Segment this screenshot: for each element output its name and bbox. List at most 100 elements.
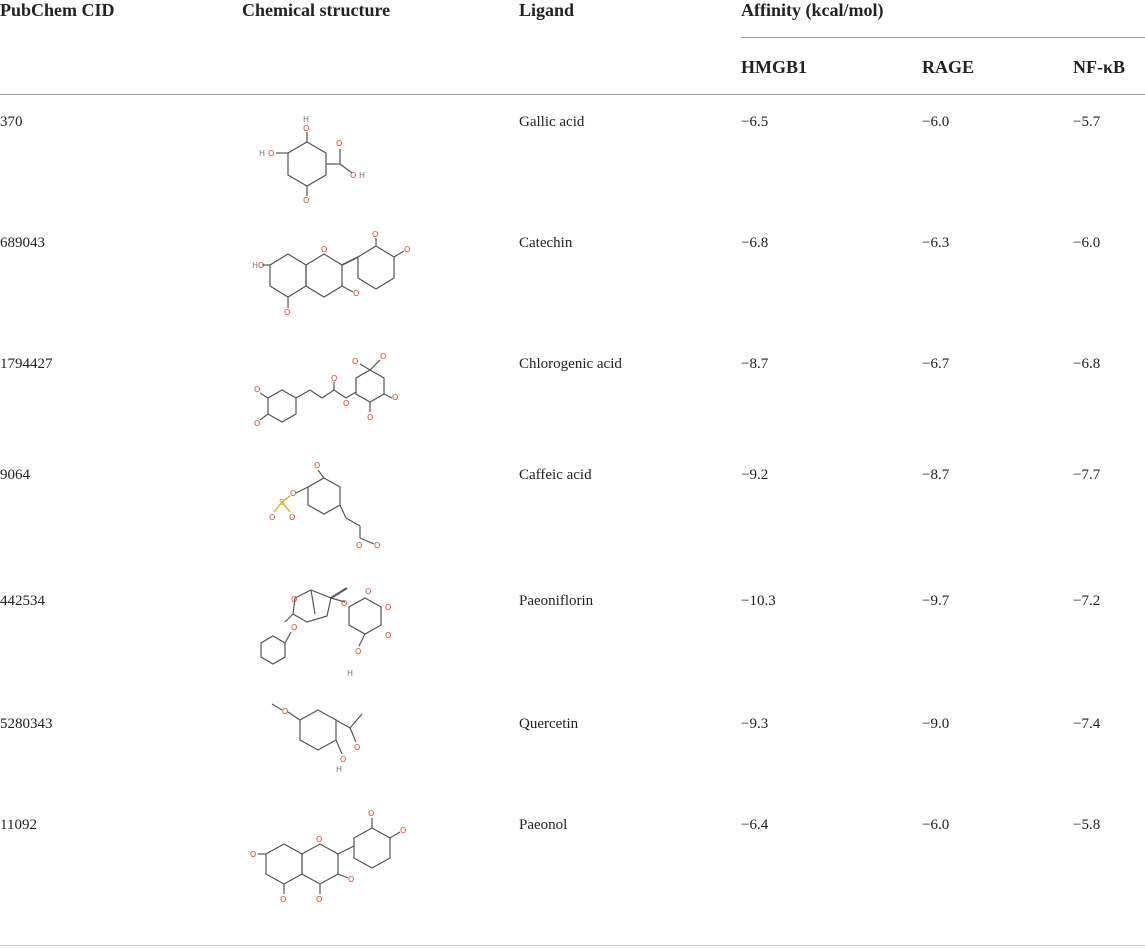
- header-ligand: Ligand: [519, 0, 575, 20]
- paeonol-structure: O O O O O O O: [250, 806, 416, 906]
- nfkb-cell: −5.7: [1073, 114, 1101, 130]
- oxygen-atom-label: O: [290, 489, 296, 498]
- oxygen-atom-label: O: [258, 261, 264, 270]
- rage-cell: −6.0: [922, 817, 950, 833]
- oxygen-atom-label: O: [348, 875, 354, 884]
- oxygen-atom-label: O: [280, 895, 286, 904]
- oxygen-atom-label: O: [353, 289, 359, 298]
- ligand-cell: Chlorogenic acid: [519, 356, 622, 372]
- hmgb1-cell: −6.5: [741, 114, 769, 130]
- header-hmgb1: HMGB1: [741, 57, 807, 77]
- header-affinity: Affinity (kcal/mol): [741, 0, 884, 20]
- nfkb-cell: −6.8: [1073, 356, 1101, 372]
- ligand-cell: Caffeic acid: [519, 467, 592, 483]
- table-bottom-rule: [0, 945, 1145, 946]
- affinity-subheader-rule: [741, 37, 1145, 38]
- oxygen-atom-label: O: [355, 647, 361, 656]
- nfkb-cell: −5.8: [1073, 817, 1101, 833]
- oxygen-atom-label: O: [340, 755, 346, 764]
- gallic-acid-structure: O O H O H O H O: [259, 115, 372, 205]
- rage-cell: −6.7: [922, 356, 950, 372]
- oxygen-atom-label: O: [341, 599, 347, 608]
- hmgb1-cell: −9.2: [741, 467, 769, 483]
- oxygen-atom-label: O: [392, 393, 398, 402]
- oxygen-atom-label: O: [314, 461, 320, 470]
- oxygen-atom-label: O: [400, 826, 406, 835]
- oxygen-atom-label: O: [404, 245, 410, 254]
- cid-cell: 370: [0, 114, 23, 130]
- hmgb1-cell: −10.3: [741, 593, 776, 609]
- chlorogenic-acid-structure: O O O O O O O O: [252, 352, 402, 432]
- header-nfkb: NF-κB: [1073, 57, 1125, 77]
- oxygen-atom-label: O: [289, 513, 295, 522]
- rage-cell: −6.3: [922, 235, 950, 251]
- oxygen-atom-label: O: [385, 631, 391, 640]
- hmgb1-cell: −6.4: [741, 817, 769, 833]
- hydrogen-atom-label: H: [336, 765, 342, 774]
- oxygen-atom-label: O: [367, 413, 373, 422]
- oxygen-atom-label: O: [316, 835, 322, 844]
- header-bottom-rule: [0, 94, 1145, 95]
- nfkb-cell: −6.0: [1073, 235, 1101, 251]
- hmgb1-cell: −6.8: [741, 235, 769, 251]
- oxygen-atom-label: O: [303, 196, 309, 205]
- cid-cell: 1794427: [0, 356, 53, 372]
- header-rage: RAGE: [922, 57, 975, 77]
- oxygen-atom-label: O: [268, 149, 274, 158]
- hydrogen-atom-label: H: [252, 261, 258, 270]
- rage-cell: −6.0: [922, 114, 950, 130]
- oxygen-atom-label: O: [374, 541, 380, 550]
- oxygen-atom-label: O: [352, 357, 358, 366]
- hydrogen-atom-label: H: [347, 669, 353, 678]
- oxygen-atom-label: O: [282, 707, 288, 716]
- cid-cell: 5280343: [0, 716, 53, 732]
- oxygen-atom-label: O: [385, 603, 391, 612]
- caffeic-acid-structure: O O S O O O O: [262, 460, 392, 554]
- oxygen-atom-label: O: [254, 419, 260, 428]
- nfkb-cell: −7.7: [1073, 467, 1101, 483]
- hydrogen-atom-label: H: [359, 171, 365, 180]
- oxygen-atom-label: O: [368, 809, 374, 818]
- oxygen-atom-label: O: [365, 587, 371, 596]
- oxygen-atom-label: O: [331, 374, 337, 383]
- oxygen-atom-label: O: [354, 743, 360, 752]
- oxygen-atom-label: O: [343, 399, 349, 408]
- oxygen-atom-label: O: [316, 895, 322, 904]
- hmgb1-cell: −8.7: [741, 356, 769, 372]
- rage-cell: −8.7: [922, 467, 950, 483]
- oxygen-atom-label: O: [380, 352, 386, 361]
- header-chemical-structure: Chemical structure: [242, 0, 391, 20]
- oxygen-atom-label: O: [321, 245, 327, 254]
- hmgb1-cell: −9.3: [741, 716, 769, 732]
- rage-cell: −9.0: [922, 716, 950, 732]
- oxygen-atom-label: O: [303, 124, 309, 133]
- oxygen-atom-label: O: [350, 171, 356, 180]
- cid-cell: 442534: [0, 593, 45, 609]
- ligand-cell: Paeoniflorin: [519, 593, 594, 609]
- ligand-cell: Quercetin: [519, 716, 579, 732]
- catechin-structure: O H O O O O O: [252, 230, 418, 318]
- ligand-cell: Gallic acid: [519, 114, 585, 130]
- oxygen-atom-label: O: [291, 623, 297, 632]
- cid-cell: 11092: [0, 817, 37, 833]
- cid-cell: 9064: [0, 467, 30, 483]
- nfkb-cell: −7.2: [1073, 593, 1101, 609]
- ligand-cell: Paeonol: [519, 817, 568, 833]
- oxygen-atom-label: O: [356, 541, 362, 550]
- oxygen-atom-label: O: [269, 513, 275, 522]
- quercetin-structure: O O O H: [268, 700, 388, 774]
- oxygen-atom-label: O: [291, 595, 297, 604]
- header-pubchem-cid: PubChem CID: [0, 0, 115, 20]
- hydrogen-atom-label: H: [303, 115, 309, 124]
- nfkb-cell: −7.4: [1073, 716, 1101, 732]
- cid-cell: 689043: [0, 235, 45, 251]
- oxygen-atom-label: O: [284, 308, 290, 317]
- rage-cell: −9.7: [922, 593, 950, 609]
- oxygen-atom-label: O: [250, 850, 256, 859]
- ligand-cell: Catechin: [519, 235, 573, 251]
- paeoniflorin-structure: O O O O O O O H: [255, 580, 405, 680]
- hydrogen-atom-label: H: [259, 149, 265, 158]
- oxygen-atom-label: O: [372, 230, 378, 239]
- oxygen-atom-label: O: [336, 139, 342, 148]
- oxygen-atom-label: O: [254, 385, 260, 394]
